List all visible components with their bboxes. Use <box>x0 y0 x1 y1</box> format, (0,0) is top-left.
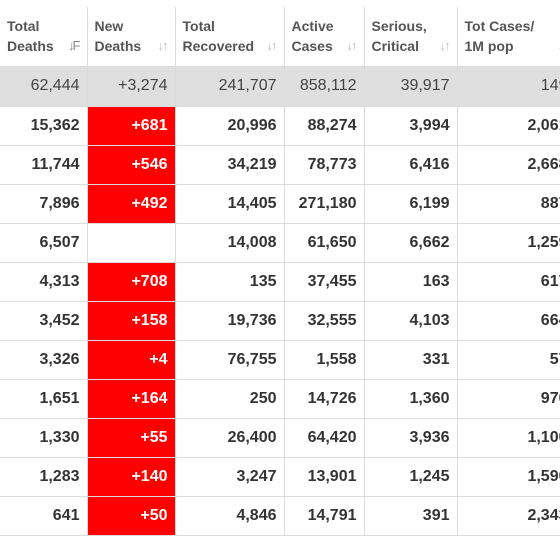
cell-tot-cases-per-1m: 149 <box>457 66 560 107</box>
cell-total-recovered: 14,008 <box>175 223 285 263</box>
cell-total-recovered: 3,247 <box>175 457 285 497</box>
cell-serious-critical: 1,245 <box>364 457 458 497</box>
cell-tot-cases-per-1m: 1,590 <box>457 457 560 497</box>
cell-total-recovered: 250 <box>175 379 285 419</box>
cell-serious-critical: 39,917 <box>364 66 458 107</box>
cell-tot-cases-per-1m: 2,668 <box>457 145 560 185</box>
cell-tot-cases-per-1m: 2,343 <box>457 496 560 536</box>
cell-total-recovered: 26,400 <box>175 418 285 458</box>
cell-active-cases: 37,455 <box>284 262 365 302</box>
cell-new-deaths: +546 <box>87 145 176 185</box>
cell-new-deaths: +50 <box>87 496 176 536</box>
header-new-deaths[interactable]: New Deaths ↓↑ <box>87 7 176 67</box>
header-total-recovered[interactable]: Total Recovered ↓↑ <box>175 7 285 67</box>
sort-desc-icon[interactable]: ↓F <box>68 37 81 53</box>
cell-active-cases: 14,791 <box>284 496 365 536</box>
cell-serious-critical: 391 <box>364 496 458 536</box>
cell-new-deaths: +140 <box>87 457 176 497</box>
cell-active-cases: 88,274 <box>284 106 365 146</box>
covid-stats-table: Total Deaths ↓F New Deaths ↓↑ Total Recover… <box>0 7 560 536</box>
cell-total-deaths: 641 <box>0 496 88 536</box>
cell-serious-critical: 3,936 <box>364 418 458 458</box>
sort-icon[interactable]: ↓↑ <box>439 37 451 53</box>
cell-active-cases: 64,420 <box>284 418 365 458</box>
cell-tot-cases-per-1m: 617 <box>457 262 560 302</box>
header-row: Total Deaths ↓F New Deaths ↓↑ Total Recover… <box>0 7 560 67</box>
header-serious-critical[interactable]: Serious, Critical ↓↑ <box>364 7 458 67</box>
cell-serious-critical: 6,662 <box>364 223 458 263</box>
cell-new-deaths: +4 <box>87 340 176 380</box>
cell-tot-cases-per-1m: 970 <box>457 379 560 419</box>
cell-new-deaths: +492 <box>87 184 176 224</box>
cell-total-recovered: 241,707 <box>175 66 285 107</box>
cell-new-deaths: +55 <box>87 418 176 458</box>
cell-tot-cases-per-1m: 1,259 <box>457 223 560 263</box>
cell-active-cases: 78,773 <box>284 145 365 185</box>
header-active-cases[interactable]: Active Cases ↓↑ <box>284 7 365 67</box>
cell-serious-critical: 6,199 <box>364 184 458 224</box>
cell-total-deaths: 1,283 <box>0 457 88 497</box>
cell-new-deaths <box>87 223 176 263</box>
cell-serious-critical: 4,103 <box>364 301 458 341</box>
cell-tot-cases-per-1m: 887 <box>457 184 560 224</box>
cell-total-deaths: 3,452 <box>0 301 88 341</box>
sort-icon[interactable]: ↓↑ <box>346 37 358 53</box>
sort-icon[interactable]: ↓↑ <box>266 37 278 53</box>
cell-total-deaths: 6,507 <box>0 223 88 263</box>
cell-total-deaths: 3,326 <box>0 340 88 380</box>
cell-active-cases: 61,650 <box>284 223 365 263</box>
cell-tot-cases-per-1m: 664 <box>457 301 560 341</box>
cell-active-cases: 858,112 <box>284 66 365 107</box>
cell-active-cases: 32,555 <box>284 301 365 341</box>
cell-serious-critical: 331 <box>364 340 458 380</box>
cell-total-deaths: 15,362 <box>0 106 88 146</box>
cell-total-recovered: 34,219 <box>175 145 285 185</box>
cell-total-recovered: 14,405 <box>175 184 285 224</box>
cell-total-deaths: 1,651 <box>0 379 88 419</box>
cell-total-recovered: 20,996 <box>175 106 285 146</box>
cell-serious-critical: 3,994 <box>364 106 458 146</box>
cell-new-deaths: +3,274 <box>87 66 176 107</box>
sort-icon[interactable]: ↓↑ <box>157 37 169 53</box>
cell-active-cases: 271,180 <box>284 184 365 224</box>
cell-serious-critical: 163 <box>364 262 458 302</box>
cell-tot-cases-per-1m: 57 <box>457 340 560 380</box>
cell-total-deaths: 4,313 <box>0 262 88 302</box>
cell-total-deaths: 1,330 <box>0 418 88 458</box>
cell-total-recovered: 76,755 <box>175 340 285 380</box>
header-total-deaths[interactable]: Total Deaths ↓F <box>0 7 88 67</box>
cell-serious-critical: 1,360 <box>364 379 458 419</box>
cell-active-cases: 13,901 <box>284 457 365 497</box>
cell-new-deaths: +158 <box>87 301 176 341</box>
cell-total-deaths: 11,744 <box>0 145 88 185</box>
cell-new-deaths: +681 <box>87 106 176 146</box>
cell-serious-critical: 6,416 <box>364 145 458 185</box>
cell-total-recovered: 19,736 <box>175 301 285 341</box>
cell-total-recovered: 135 <box>175 262 285 302</box>
cell-active-cases: 1,558 <box>284 340 365 380</box>
sort-icon[interactable]: ↓↑ <box>558 36 560 56</box>
cell-tot-cases-per-1m: 1,100 <box>457 418 560 458</box>
cell-active-cases: 14,726 <box>284 379 365 419</box>
total-row: 62,444 +3,274 241,707 858,112 39,917 149 <box>0 66 560 107</box>
cell-total-recovered: 4,846 <box>175 496 285 536</box>
cell-new-deaths: +164 <box>87 379 176 419</box>
cell-new-deaths: +708 <box>87 262 176 302</box>
header-tot-cases-per-1m[interactable]: Tot Cases/1M pop ↓↑ <box>457 7 560 67</box>
cell-total-deaths: 7,896 <box>0 184 88 224</box>
cell-total-deaths: 62,444 <box>0 66 88 107</box>
cell-tot-cases-per-1m: 2,061 <box>457 106 560 146</box>
